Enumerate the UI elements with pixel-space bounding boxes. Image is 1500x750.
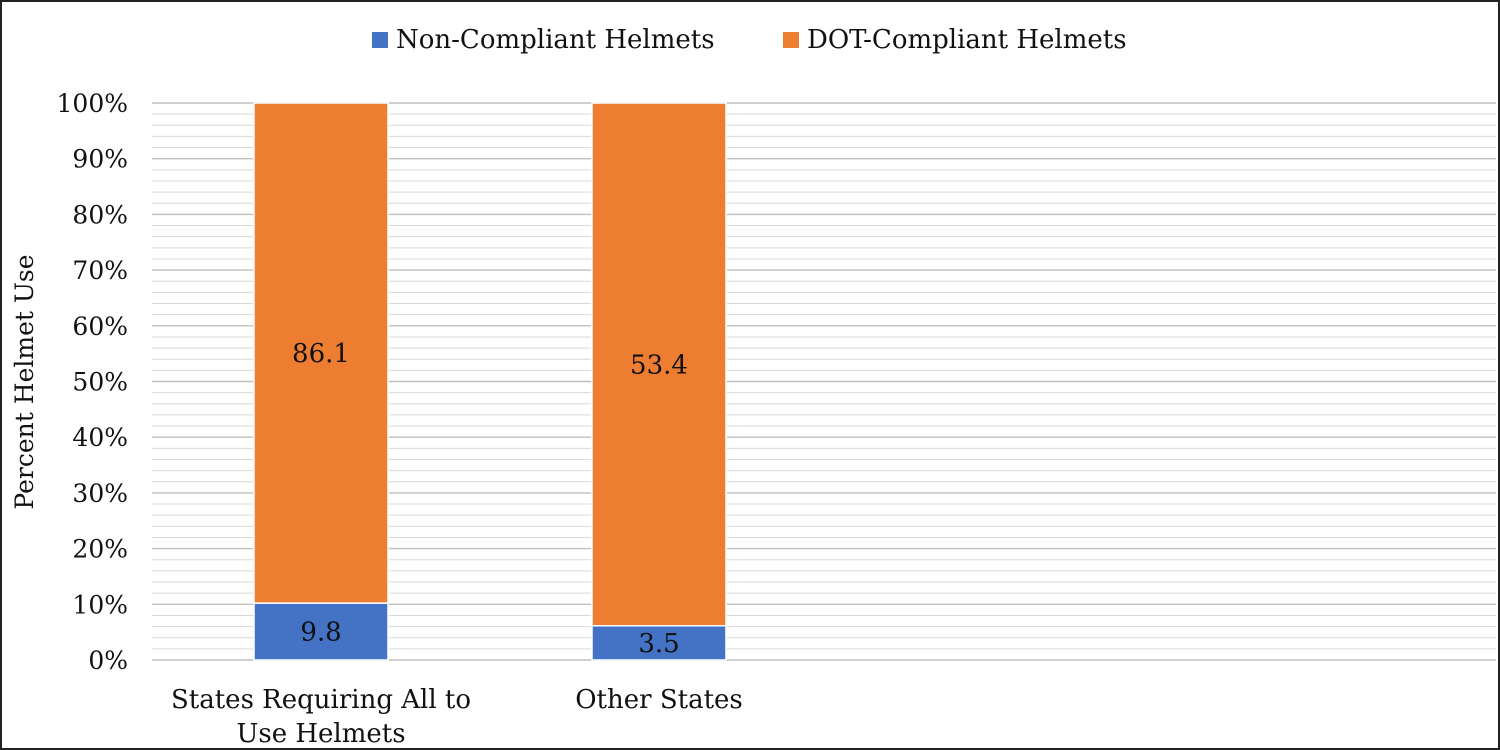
y-tick-label: 20% <box>72 535 128 564</box>
x-category-label: States Requiring All to <box>171 685 471 715</box>
legend-swatch <box>372 32 388 48</box>
x-category-label: Use Helmets <box>236 719 405 748</box>
y-tick-label: 40% <box>72 423 128 452</box>
legend: Non-Compliant Helmets DOT-Compliant Helme… <box>372 25 1127 55</box>
bars <box>253 102 727 661</box>
data-label: 3.5 <box>638 629 679 659</box>
legend-label: DOT-Compliant Helmets <box>807 25 1127 55</box>
y-tick-label: 50% <box>72 368 128 397</box>
y-tick-label: 0% <box>88 646 128 675</box>
y-tick-label: 70% <box>72 256 128 285</box>
data-labels: 9.8 86.1 3.5 53.4 <box>292 339 688 659</box>
legend-label: Non-Compliant Helmets <box>396 25 715 55</box>
bar-segment <box>591 102 727 627</box>
legend-swatch <box>783 32 799 48</box>
y-axis-ticks: 0% 10% 20% 30% 40% 50% 60% 70% 80% 90% 100% <box>57 89 128 675</box>
y-tick-label: 100% <box>57 89 128 118</box>
data-label: 86.1 <box>292 339 350 369</box>
data-label: 9.8 <box>300 618 341 648</box>
y-axis-title: Percent Helmet Use <box>10 254 39 509</box>
y-tick-label: 30% <box>72 479 128 508</box>
y-tick-label: 60% <box>72 312 128 341</box>
bar-segment <box>591 624 727 661</box>
y-tick-label: 90% <box>72 145 128 174</box>
bar-segment <box>253 102 389 604</box>
x-axis-categories: States Requiring All to Use Helmets Other … <box>171 685 743 748</box>
y-tick-label: 80% <box>72 200 128 229</box>
x-category-label: Other States <box>575 685 743 715</box>
data-label: 53.4 <box>630 350 688 380</box>
y-tick-label: 10% <box>72 590 128 619</box>
bar-segment <box>253 602 389 661</box>
